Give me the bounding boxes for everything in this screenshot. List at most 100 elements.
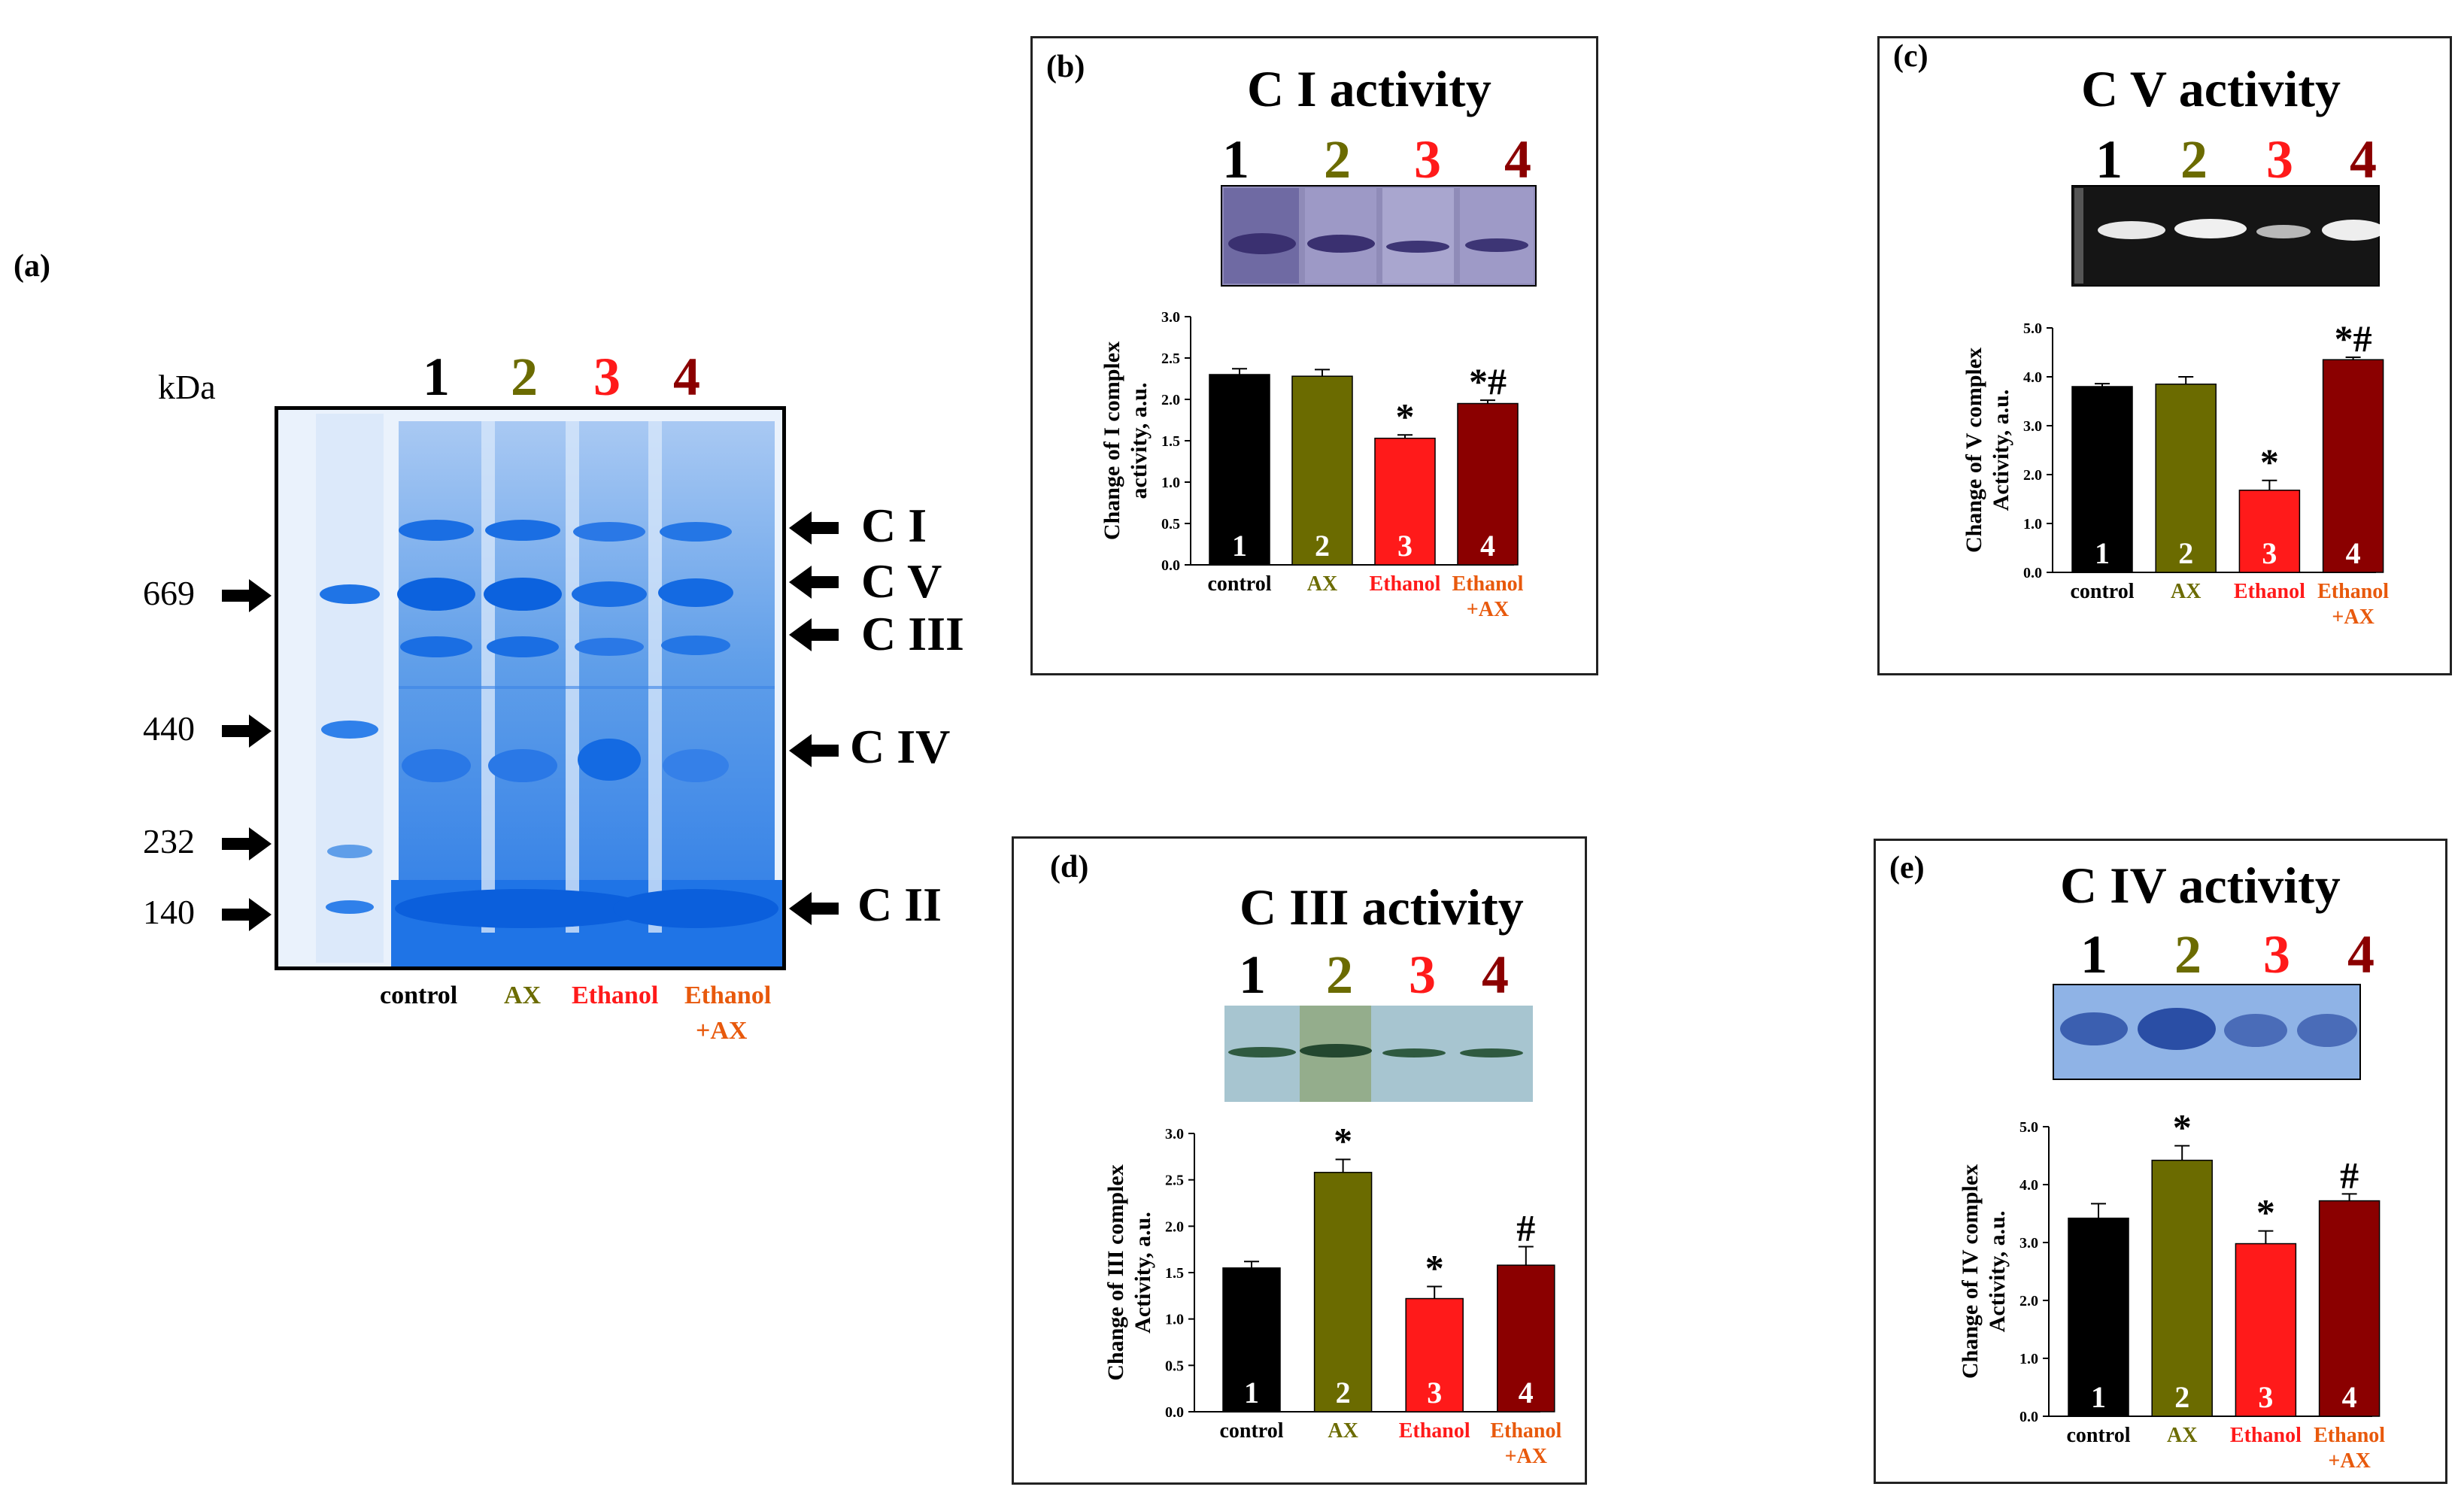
bar <box>1374 437 1436 566</box>
complex-cv-label: C V <box>861 554 942 608</box>
panel-e-label: (e) <box>1889 851 1925 885</box>
category-label: AX <box>2171 580 2201 603</box>
bar-label: 4 <box>1480 529 1495 563</box>
arrow-ci-icon <box>789 511 839 545</box>
arrow-cii-icon <box>789 892 839 925</box>
gel-lane-2: 2 <box>511 347 538 407</box>
panel-d-lane-4: 4 <box>1482 945 1509 1005</box>
category-label: control <box>1207 572 1271 596</box>
category-label: Ethanol <box>1452 572 1524 596</box>
y-tick-label: 1.0 <box>1165 1312 1184 1328</box>
bar <box>1457 402 1519 566</box>
gel-lane-1: 1 <box>423 347 450 407</box>
y-tick-label: 1.5 <box>1161 433 1180 450</box>
bar <box>2071 386 2133 573</box>
category-label: +AX <box>1505 1445 1547 1468</box>
bar-label: 4 <box>2342 1380 2357 1414</box>
complex-cii-label: C II <box>857 878 942 931</box>
panel-d-lane-2: 2 <box>1326 945 1353 1005</box>
marker-232: 232 <box>143 822 195 860</box>
bar-label: 3 <box>2262 536 2277 570</box>
y-tick-label: 0.5 <box>1165 1358 1184 1374</box>
bar-label: 1 <box>2091 1380 2106 1414</box>
arrow-140-icon <box>222 898 272 931</box>
y-tick-label: 4.0 <box>2023 369 2042 386</box>
bar <box>1497 1264 1555 1412</box>
panel-c-lane-1: 1 <box>2095 129 2123 190</box>
panel-a-label: (a) <box>14 249 50 284</box>
panel-b-chart: 0.0 0.5 1.0 1.5 2.0 2.5 3.0 Change of I complex… <box>1100 309 1524 621</box>
panel-b-lane-1: 1 <box>1222 129 1249 190</box>
y-tick-label: 3.0 <box>2023 418 2042 435</box>
significance-marker: * <box>1396 395 1415 437</box>
panel-b-lane-3: 3 <box>1414 129 1441 190</box>
y-tick-label: 3.0 <box>1165 1126 1184 1142</box>
arrow-ciii-icon <box>789 618 839 651</box>
y-tick-label: 0.5 <box>1161 516 1180 533</box>
category-label: Ethanol <box>1490 1419 1561 1443</box>
bar <box>1222 1267 1281 1412</box>
y-tick-label: 0.0 <box>2019 1409 2038 1425</box>
panel-d-lane-1: 1 <box>1239 945 1266 1005</box>
y-tick-label: 2.0 <box>1165 1218 1184 1235</box>
panel-b: (b) C I activity 1 2 3 4 0.0 0.5 1.0 1.5 2.0… <box>1030 36 1598 675</box>
arrow-232-icon <box>222 827 272 860</box>
panel-b-lane-4: 4 <box>1504 129 1531 190</box>
y-tick-label: 5.0 <box>2023 320 2042 337</box>
category-label: Ethanol <box>2234 580 2305 603</box>
bar-label: 3 <box>1427 1376 1442 1409</box>
significance-marker: *# <box>1469 360 1507 402</box>
bar-label: 2 <box>1336 1376 1351 1409</box>
panel-b-lane-2: 2 <box>1324 129 1351 190</box>
y-tick-label: 3.0 <box>1161 309 1180 326</box>
bar-label: 3 <box>2258 1380 2273 1414</box>
panel-c-label: (c) <box>1893 39 1928 74</box>
panel-d-label: (d) <box>1050 850 1089 885</box>
bar-label: 4 <box>1519 1376 1534 1409</box>
bar <box>2322 359 2384 573</box>
y-tick-label: 1.5 <box>1165 1265 1184 1282</box>
y-axis-label: Change of III complex <box>1103 1164 1128 1381</box>
bar-label: 1 <box>2095 536 2110 570</box>
panel-d: (d) C III activity 1 2 3 4 0.0 0.5 1.0 1.5 2… <box>1012 836 1587 1485</box>
y-tick-label: 2.0 <box>1161 392 1180 408</box>
y-tick-label: 1.0 <box>1161 475 1180 491</box>
bar-label: 2 <box>2178 536 2193 570</box>
y-tick-label: 0.0 <box>2023 565 2042 581</box>
category-label: control <box>2070 580 2134 603</box>
arrow-civ-icon <box>789 734 839 767</box>
y-tick-label: 0.0 <box>1165 1404 1184 1421</box>
arrow-669-icon <box>222 579 272 612</box>
y-tick-label: 2.0 <box>2023 467 2042 484</box>
complex-civ-label: C IV <box>850 720 951 773</box>
bar-label: 2 <box>1315 529 1330 563</box>
bar-label: 1 <box>1232 529 1247 563</box>
bar <box>1291 375 1353 566</box>
panel-d-chart: 0.0 0.5 1.0 1.5 2.0 2.5 3.0 Change of III compl… <box>1103 1120 1561 1468</box>
arrow-440-icon <box>222 715 272 748</box>
panel-c-chart: 0.0 1.0 2.0 3.0 4.0 5.0 Change of V complex Act… <box>1962 317 2389 629</box>
panel-c: (c) C V activity 1 2 3 4 0.0 1.0 2.0 3.0 4.0… <box>1877 36 2452 675</box>
significance-marker: *# <box>2335 317 2372 360</box>
y-tick-label: 2.5 <box>1161 350 1180 367</box>
bar <box>2155 384 2217 573</box>
y-tick-label: 0.0 <box>1161 557 1180 574</box>
significance-marker: * <box>1334 1120 1352 1162</box>
native-gel-image <box>275 406 786 970</box>
category-label: control <box>1219 1419 1283 1443</box>
category-label: Ethanol <box>2317 580 2389 603</box>
panel-b-title: C I activity <box>1247 60 1491 117</box>
y-tick-label: 4.0 <box>2019 1177 2038 1194</box>
panel-c-lane-3: 3 <box>2266 129 2293 190</box>
bar <box>2151 1159 2213 1417</box>
y-tick-label: 2.0 <box>2019 1293 2038 1309</box>
arrow-cv-icon <box>789 566 839 599</box>
panel-e-title: C IV activity <box>2060 857 2341 914</box>
category-label: AX <box>1328 1419 1358 1443</box>
panel-d-title: C III activity <box>1240 878 1524 936</box>
gel-group-ethanol: Ethanol <box>572 982 659 1009</box>
y-tick-label: 1.0 <box>2019 1351 2038 1367</box>
marker-440: 440 <box>143 709 195 748</box>
category-label: +AX <box>2328 1449 2370 1473</box>
category-label: Ethanol <box>2230 1424 2302 1447</box>
